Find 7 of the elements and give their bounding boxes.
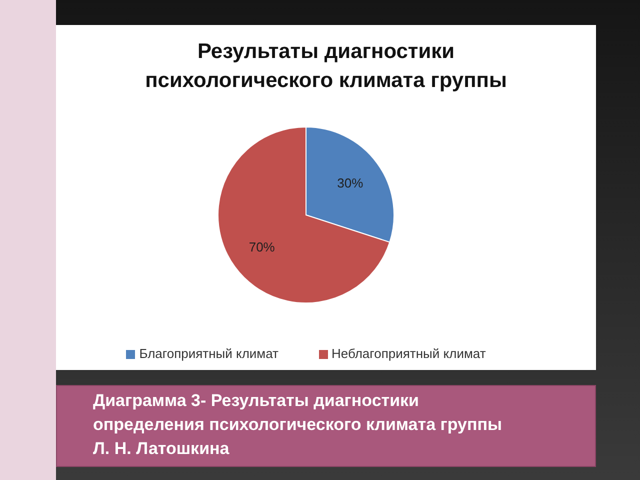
legend-label: Неблагоприятный климат [332, 346, 486, 361]
text: Диаграмма 3- Результаты диагностики определения психологического климата группы Л. Н. Латошкина [92, 390, 503, 460]
chart-title: Результаты диагностики психологического климата группы [144, 39, 508, 94]
pie-slice [218, 126, 390, 304]
data-label: 70% [248, 240, 276, 255]
legend-label: Благоприятный климат [139, 346, 279, 361]
data-label: 30% [337, 175, 364, 190]
